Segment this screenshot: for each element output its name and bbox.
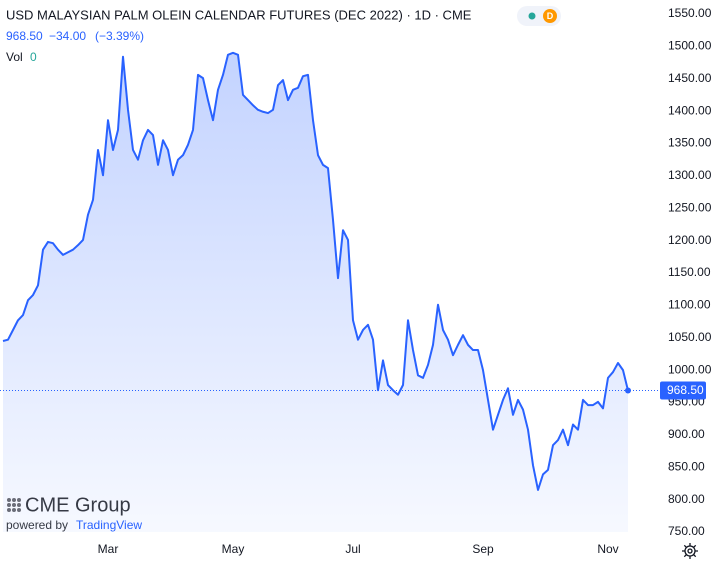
y-tick-label: 1350.00 (668, 136, 712, 150)
x-tick-label: Nov (597, 542, 618, 556)
gear-teeth (682, 543, 698, 559)
last-price-tag (660, 381, 706, 400)
x-tick-label: Sep (472, 542, 494, 556)
y-tick-label: 1500.00 (668, 39, 712, 53)
last-price-dot (625, 387, 631, 394)
logo-globe (7, 498, 21, 512)
status-badge[interactable]: D (517, 6, 561, 26)
price-change-pct: (−3.39%) (95, 29, 144, 43)
y-tick-label: 1450.00 (668, 71, 712, 85)
y-tick-label: 1400.00 (668, 103, 712, 117)
y-tick-label: 1050.00 (668, 330, 712, 344)
y-tick-label: 1300.00 (668, 168, 712, 182)
badge-label: D (547, 11, 554, 21)
volume-value: 0 (30, 50, 37, 64)
y-tick-label: 750.00 (668, 524, 705, 538)
y-tick-label: 1150.00 (668, 265, 711, 279)
price-line (2, 51, 629, 491)
logo-text: CME Group (25, 494, 131, 516)
gear-hub (687, 548, 693, 554)
y-tick-label: 1000.00 (668, 362, 712, 376)
platform-name: TradingView (76, 518, 142, 532)
y-tick-label: 1200.00 (668, 233, 712, 247)
x-tick-label: Mar (98, 542, 119, 556)
y-tick-label: 850.00 (668, 459, 705, 473)
y-tick-label: 900.00 (668, 427, 705, 441)
status-dot (528, 12, 536, 20)
x-tick-label: Jul (345, 542, 360, 556)
plot: 750.00800.00850.00900.00950.001000.00105… (0, 6, 712, 556)
powered-by: powered by (6, 518, 68, 532)
y-tick-label: 800.00 (668, 492, 705, 506)
area-fill (3, 52, 628, 532)
badge-circle (543, 9, 557, 23)
last-price-tag-label: 968.50 (667, 383, 704, 397)
brand-logo[interactable]: CME Group powered by TradingView (6, 494, 142, 532)
last-price: 968.50 (6, 29, 43, 43)
price-change: −34.00 (49, 29, 86, 43)
volume-label: Vol (6, 50, 23, 64)
y-tick-label: 1100.00 (668, 298, 711, 312)
y-tick-label: 1550.00 (668, 6, 712, 20)
x-tick-label: May (222, 542, 245, 556)
y-tick-label: 1250.00 (668, 200, 712, 214)
chart-title: USD MALAYSIAN PALM OLEIN CALENDAR FUTURE… (6, 7, 472, 22)
settings-icon[interactable] (682, 543, 698, 559)
